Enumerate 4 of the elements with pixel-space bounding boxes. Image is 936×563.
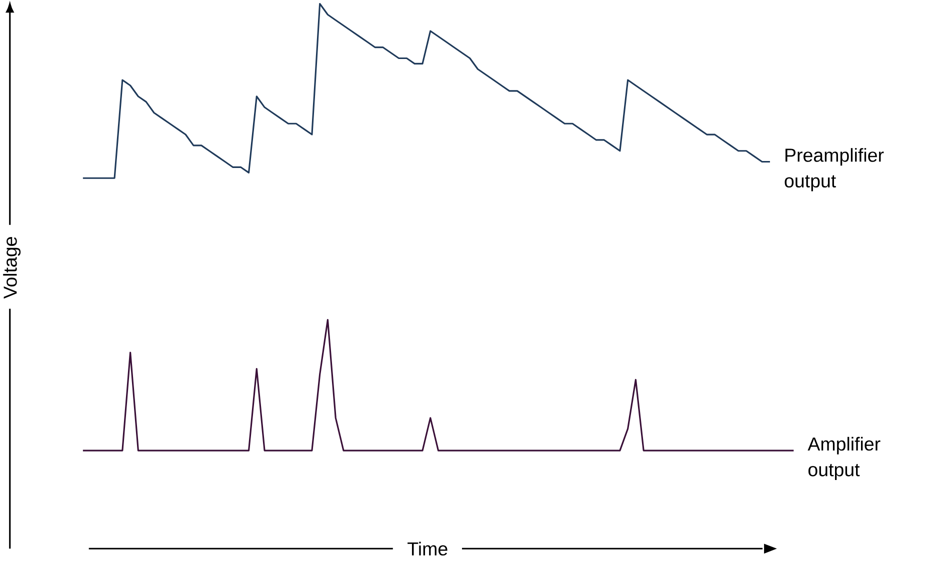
series-label: Preamplifier output [784,148,884,192]
y-axis-title: Voltage [3,236,21,298]
x-axis-title: Time [408,542,448,556]
series-label: Amplifier output [808,436,880,480]
